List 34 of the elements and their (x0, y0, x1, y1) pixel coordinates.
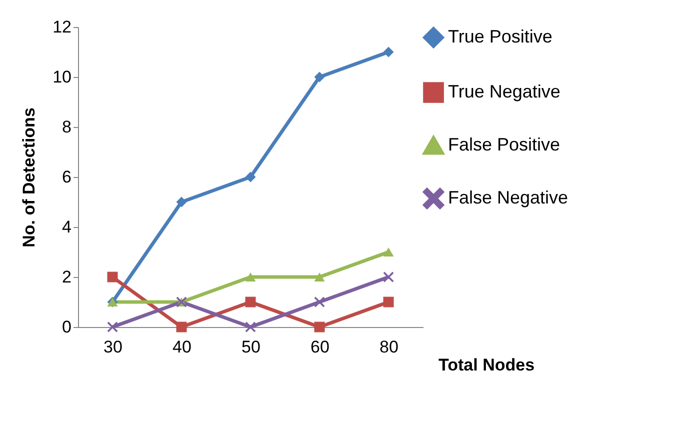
x-tick-label: 50 (242, 338, 260, 356)
point (314, 296, 325, 308)
point (383, 247, 394, 257)
point (176, 322, 187, 332)
point (314, 272, 325, 282)
legend-label: False Negative (448, 188, 568, 208)
point (245, 296, 256, 308)
y-tick-label: 12 (52, 18, 72, 36)
x-tick-label: 30 (104, 338, 122, 356)
point (314, 322, 325, 332)
x-axis-title: Total Nodes (438, 356, 535, 374)
point (314, 72, 325, 82)
point (245, 272, 256, 282)
legend-label: True Negative (448, 82, 560, 102)
y-tick-label: 10 (52, 68, 72, 86)
y-tick-label: 8 (62, 118, 72, 136)
x-tick-label: 60 (310, 338, 330, 356)
y-axis-title: No. of Detections (20, 108, 39, 248)
y-tick-label: 0 (62, 318, 72, 336)
x-tick-label: 80 (380, 338, 398, 356)
point (107, 272, 118, 282)
y-tick-label: 2 (62, 268, 72, 286)
y-tick-label: 4 (62, 218, 72, 236)
point (383, 46, 394, 58)
point (383, 296, 394, 308)
legend-label: False Positive (448, 134, 560, 154)
point (176, 196, 187, 208)
point (245, 322, 256, 332)
point (245, 172, 256, 182)
point (107, 322, 118, 332)
legend-label: True Positive (448, 26, 552, 46)
y-tick-label: 6 (62, 168, 72, 186)
x-tick-label: 40 (172, 338, 192, 356)
point (383, 272, 394, 282)
